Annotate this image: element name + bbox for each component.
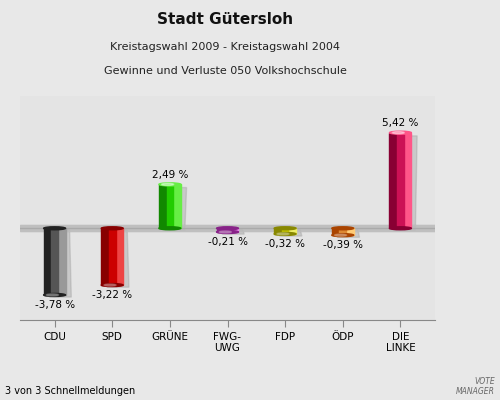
Bar — [216, 228, 228, 232]
Ellipse shape — [104, 284, 116, 286]
Bar — [20, 226, 435, 231]
Bar — [44, 228, 54, 295]
Ellipse shape — [390, 227, 411, 230]
Text: -0,32 %: -0,32 % — [265, 239, 305, 249]
Bar — [166, 184, 173, 228]
Bar — [54, 228, 66, 295]
Text: Kreistagswahl 2009 - Kreistagswahl 2004: Kreistagswahl 2009 - Kreistagswahl 2004 — [110, 42, 340, 52]
Ellipse shape — [159, 227, 181, 230]
Ellipse shape — [277, 233, 289, 235]
Ellipse shape — [274, 232, 296, 236]
Ellipse shape — [44, 227, 66, 230]
Polygon shape — [106, 229, 129, 287]
Bar — [390, 133, 400, 228]
Bar — [282, 228, 288, 234]
Polygon shape — [278, 229, 302, 236]
Ellipse shape — [334, 234, 346, 236]
Ellipse shape — [102, 284, 123, 286]
Ellipse shape — [46, 294, 58, 296]
Bar — [109, 228, 116, 285]
Text: 2,49 %: 2,49 % — [152, 170, 188, 180]
Polygon shape — [48, 229, 72, 297]
Bar — [170, 184, 181, 228]
Ellipse shape — [159, 183, 181, 186]
Polygon shape — [163, 188, 186, 230]
Bar — [274, 228, 285, 234]
Ellipse shape — [274, 227, 296, 230]
Bar — [285, 228, 296, 234]
Text: VOTE
MANAGER: VOTE MANAGER — [456, 377, 495, 396]
Text: -3,22 %: -3,22 % — [92, 290, 132, 300]
Bar — [340, 228, 346, 235]
Ellipse shape — [216, 230, 238, 234]
Ellipse shape — [216, 227, 238, 230]
Text: -0,39 %: -0,39 % — [323, 240, 363, 250]
Bar — [224, 228, 231, 232]
Text: -0,21 %: -0,21 % — [208, 237, 248, 247]
Ellipse shape — [220, 231, 232, 233]
Polygon shape — [336, 229, 359, 237]
Text: Gewinne und Verluste 050 Volkshochschule: Gewinne und Verluste 050 Volkshochschule — [104, 66, 346, 76]
Ellipse shape — [332, 234, 353, 237]
Ellipse shape — [332, 227, 353, 230]
Bar — [102, 228, 112, 285]
Bar — [52, 228, 58, 295]
Ellipse shape — [392, 132, 404, 134]
Text: 3 von 3 Schnellmeldungen: 3 von 3 Schnellmeldungen — [5, 386, 135, 396]
Ellipse shape — [44, 294, 66, 296]
Ellipse shape — [390, 131, 411, 134]
Text: Stadt Gütersloh: Stadt Gütersloh — [157, 12, 293, 27]
Bar — [397, 133, 404, 228]
Ellipse shape — [102, 227, 123, 230]
Text: -3,78 %: -3,78 % — [34, 300, 74, 310]
Bar — [20, 225, 435, 232]
Bar — [343, 228, 353, 235]
Bar — [332, 228, 343, 235]
Bar — [112, 228, 123, 285]
Polygon shape — [220, 229, 244, 234]
Bar — [228, 228, 238, 232]
Bar — [400, 133, 411, 228]
Bar — [159, 184, 170, 228]
Ellipse shape — [162, 183, 173, 186]
Polygon shape — [394, 136, 417, 230]
Text: 5,42 %: 5,42 % — [382, 118, 418, 128]
